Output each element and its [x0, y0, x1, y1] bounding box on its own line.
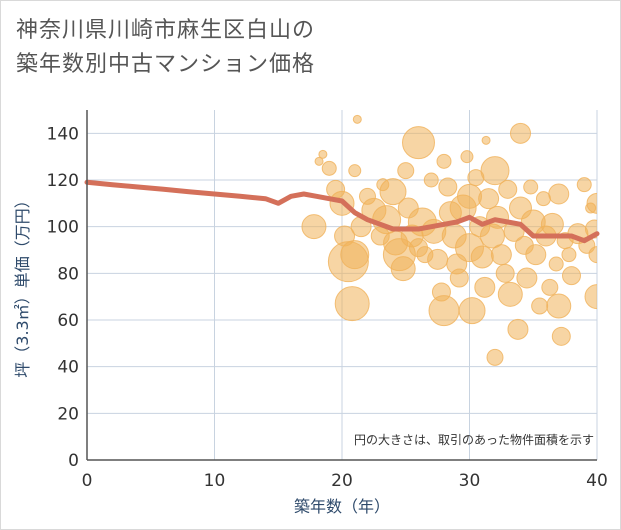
data-bubble: [458, 297, 486, 325]
data-bubble: [438, 177, 458, 197]
data-bubble: [428, 295, 460, 327]
y-tick-label: 80: [57, 264, 79, 284]
data-bubble: [586, 192, 597, 214]
data-bubble: [423, 172, 439, 188]
data-bubble: [523, 179, 539, 195]
data-bubble: [576, 177, 592, 193]
chart-title-line1: 神奈川県川崎市麻生区白山の: [16, 18, 316, 43]
data-bubble: [497, 281, 523, 307]
x-tick-label: 10: [204, 471, 226, 491]
data-bubble: [531, 297, 549, 315]
y-tick-label: 40: [57, 358, 79, 378]
bubble-layer: [301, 114, 597, 366]
data-bubble: [348, 164, 362, 178]
data-bubble: [548, 183, 570, 205]
data-bubble: [495, 263, 515, 283]
data-bubble: [498, 179, 518, 199]
x-tick-label: 20: [331, 471, 353, 491]
x-axis-label: 築年数（年）: [294, 497, 390, 516]
data-bubble: [449, 268, 469, 288]
data-bubble: [490, 244, 512, 266]
data-bubble: [457, 183, 482, 209]
y-tick-label: 100: [47, 218, 79, 238]
data-bubble: [478, 188, 500, 210]
data-bubble: [507, 318, 529, 340]
axes: 0 20 40 60 80 100 120 140 0 10 20 30 40: [47, 110, 608, 491]
data-bubble: [436, 153, 452, 169]
data-bubble: [561, 247, 577, 263]
data-bubble: [481, 135, 491, 145]
data-bubble: [318, 149, 328, 159]
data-bubble: [516, 267, 538, 289]
data-bubble: [301, 214, 327, 240]
data-bubble: [525, 244, 547, 266]
data-bubble: [397, 162, 415, 180]
data-bubble: [486, 348, 504, 366]
data-bubble: [352, 114, 362, 124]
data-bubble: [379, 178, 407, 206]
y-tick-label: 0: [68, 451, 79, 471]
data-bubble: [486, 205, 510, 229]
trend-line: [84, 179, 600, 244]
chart-title: 神奈川県川崎市麻生区白山の 築年数別中古マンション価格: [16, 14, 315, 82]
data-bubble: [546, 293, 572, 319]
chart-title-line2: 築年数別中古マンション価格: [16, 52, 316, 77]
data-bubble: [460, 150, 474, 164]
data-bubble: [390, 256, 416, 282]
y-axis-label: 坪（3.3㎡）単価（万円）: [13, 192, 32, 377]
data-bubble: [551, 326, 571, 346]
data-bubble: [470, 245, 494, 269]
data-bubble: [510, 122, 531, 144]
size-note: 円の大きさは、取引のあった物件面積を示す: [354, 432, 594, 447]
data-bubble: [321, 160, 337, 176]
data-bubble: [548, 256, 564, 272]
y-tick-label: 120: [47, 171, 79, 191]
data-bubble: [314, 156, 324, 166]
data-bubble: [427, 248, 449, 270]
data-bubble: [588, 246, 597, 264]
data-bubble: [541, 278, 559, 296]
data-bubble: [480, 156, 510, 186]
data-bubble: [402, 126, 435, 160]
y-tick-label: 20: [57, 404, 79, 424]
data-bubble: [584, 284, 597, 310]
data-bubble: [340, 240, 370, 270]
data-bubble: [474, 276, 496, 298]
y-tick-label: 140: [47, 124, 79, 144]
data-bubble: [540, 212, 564, 236]
x-tick-label: 40: [586, 471, 608, 491]
x-tick-label: 30: [459, 471, 481, 491]
data-bubble: [562, 266, 581, 286]
y-tick-label: 60: [57, 311, 79, 331]
data-bubble: [334, 286, 370, 322]
x-tick-label: 0: [82, 471, 93, 491]
